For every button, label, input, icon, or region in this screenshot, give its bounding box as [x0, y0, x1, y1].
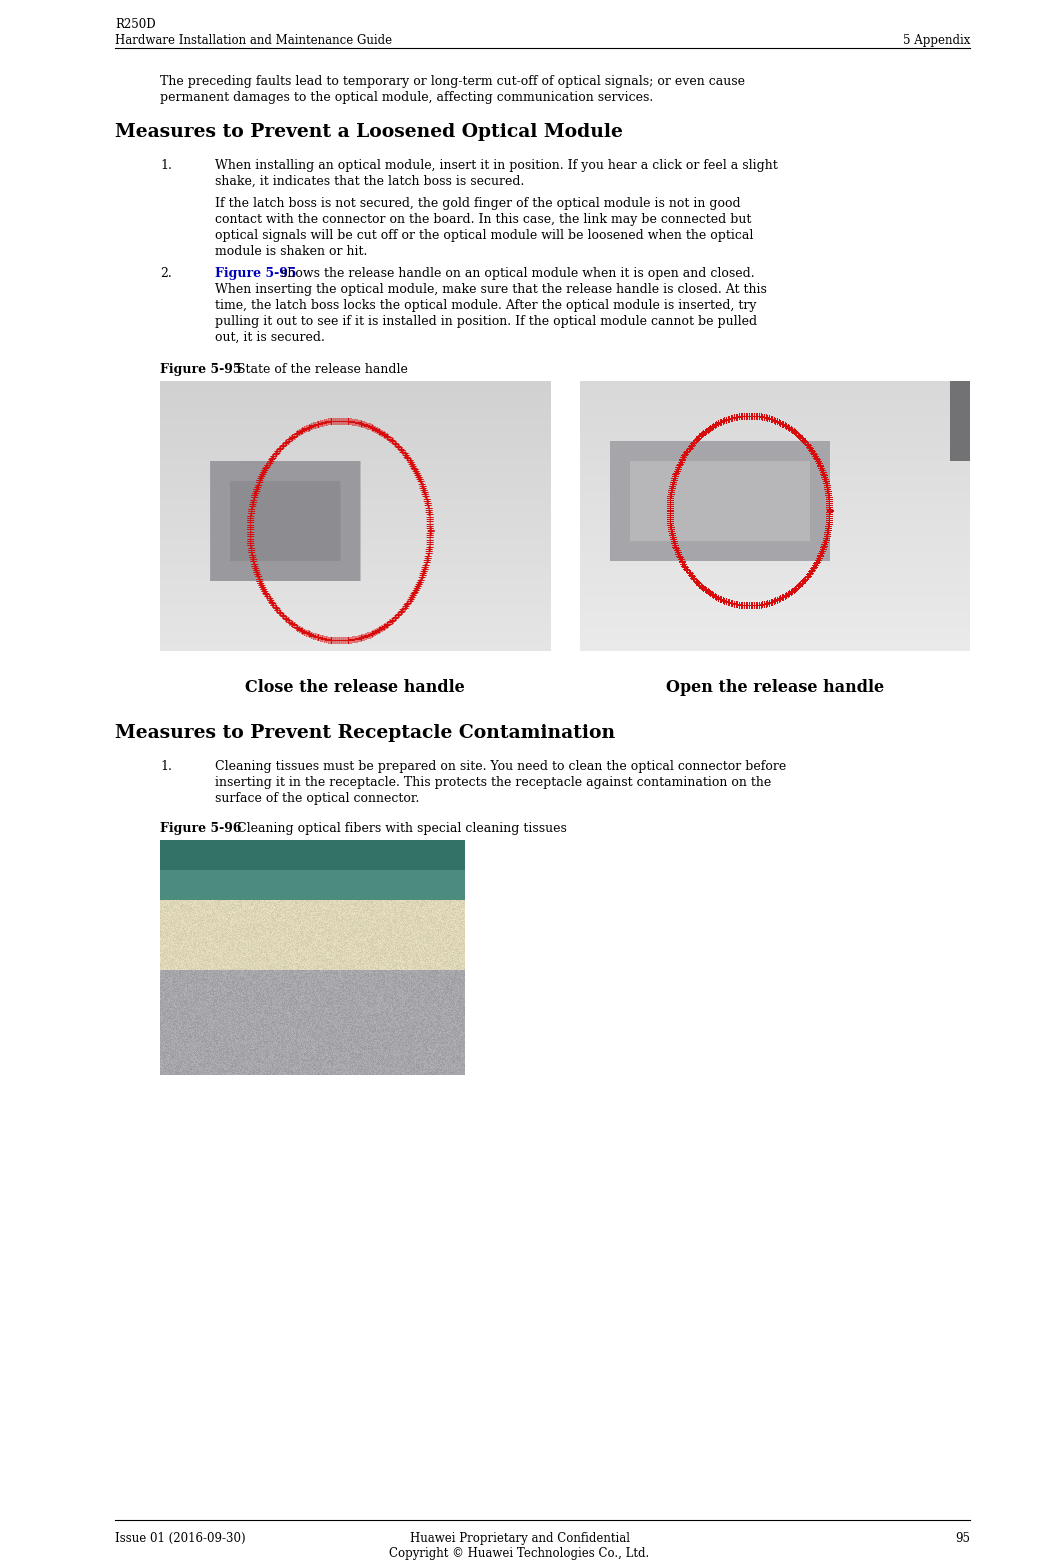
Text: pulling it out to see if it is installed in position. If the optical module cann: pulling it out to see if it is installed… [215, 315, 757, 327]
Text: The preceding faults lead to temporary or long-term cut-off of optical signals; : The preceding faults lead to temporary o… [160, 75, 745, 88]
Text: optical signals will be cut off or the optical module will be loosened when the : optical signals will be cut off or the o… [215, 229, 753, 243]
Text: surface of the optical connector.: surface of the optical connector. [215, 792, 420, 805]
Text: Cleaning tissues must be prepared on site. You need to clean the optical connect: Cleaning tissues must be prepared on sit… [215, 760, 787, 774]
Text: contact with the connector on the board. In this case, the link may be connected: contact with the connector on the board.… [215, 213, 751, 226]
Text: 1.: 1. [160, 160, 171, 172]
Text: Close the release handle: Close the release handle [245, 680, 464, 695]
Text: Figure 5-95: Figure 5-95 [160, 363, 241, 376]
Text: shows the release handle on an optical module when it is open and closed.: shows the release handle on an optical m… [277, 266, 754, 280]
Text: Copyright © Huawei Technologies Co., Ltd.: Copyright © Huawei Technologies Co., Ltd… [390, 1547, 649, 1560]
Text: R250D: R250D [115, 17, 156, 31]
Text: Measures to Prevent a Loosened Optical Module: Measures to Prevent a Loosened Optical M… [115, 124, 622, 141]
Text: Measures to Prevent Receptacle Contamination: Measures to Prevent Receptacle Contamina… [115, 723, 615, 742]
Text: permanent damages to the optical module, affecting communication services.: permanent damages to the optical module,… [160, 91, 654, 103]
Text: Issue 01 (2016-09-30): Issue 01 (2016-09-30) [115, 1532, 245, 1546]
Text: out, it is secured.: out, it is secured. [215, 330, 325, 345]
Text: inserting it in the receptacle. This protects the receptacle against contaminati: inserting it in the receptacle. This pro… [215, 777, 771, 789]
Text: Figure 5-95: Figure 5-95 [215, 266, 296, 280]
Text: Figure 5-96: Figure 5-96 [160, 822, 241, 835]
Text: shake, it indicates that the latch boss is secured.: shake, it indicates that the latch boss … [215, 175, 525, 188]
Text: 1.: 1. [160, 760, 171, 774]
Text: If the latch boss is not secured, the gold finger of the optical module is not i: If the latch boss is not secured, the go… [215, 197, 741, 210]
Text: time, the latch boss locks the optical module. After the optical module is inser: time, the latch boss locks the optical m… [215, 299, 756, 312]
Text: 95: 95 [955, 1532, 970, 1546]
Text: When inserting the optical module, make sure that the release handle is closed. : When inserting the optical module, make … [215, 283, 767, 296]
Text: 5 Appendix: 5 Appendix [903, 34, 970, 47]
Text: module is shaken or hit.: module is shaken or hit. [215, 244, 368, 258]
Text: Cleaning optical fibers with special cleaning tissues: Cleaning optical fibers with special cle… [233, 822, 567, 835]
Text: Hardware Installation and Maintenance Guide: Hardware Installation and Maintenance Gu… [115, 34, 392, 47]
Text: State of the release handle: State of the release handle [233, 363, 408, 376]
Text: When installing an optical module, insert it in position. If you hear a click or: When installing an optical module, inser… [215, 160, 778, 172]
Text: Huawei Proprietary and Confidential: Huawei Proprietary and Confidential [409, 1532, 630, 1546]
Text: Open the release handle: Open the release handle [666, 680, 884, 695]
Text: 2.: 2. [160, 266, 171, 280]
